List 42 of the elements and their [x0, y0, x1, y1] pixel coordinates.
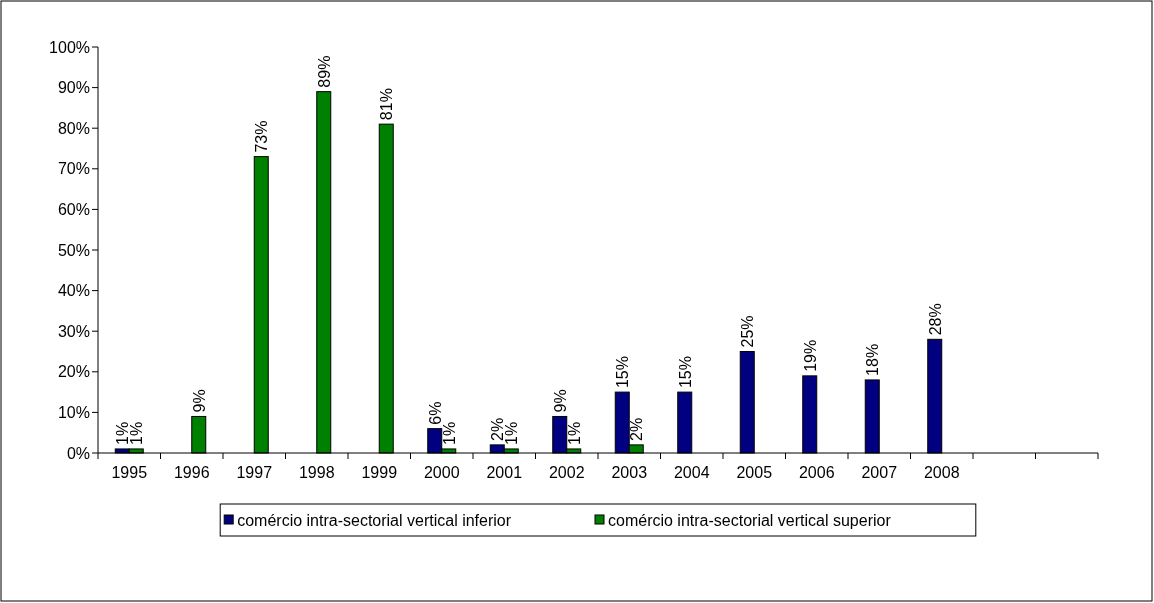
x-tick-label: 2008 [923, 464, 960, 481]
data-label: 9% [551, 389, 569, 413]
y-tick-label: 90% [57, 79, 90, 97]
x-tick-label: 2004 [673, 464, 710, 481]
x-tick-label: 2006 [798, 464, 835, 481]
data-label: 1% [565, 421, 583, 445]
data-label: 28% [926, 303, 944, 336]
data-label: 9% [190, 389, 208, 413]
x-tick-label: 2005 [736, 464, 773, 481]
x-tick-label: 2001 [486, 464, 523, 481]
y-tick-label: 40% [57, 282, 90, 300]
x-tick-label: 1998 [298, 464, 335, 481]
legend-label: comércio intra-sectorial vertical superior [608, 511, 892, 529]
data-label: 18% [864, 343, 882, 376]
x-tick-label: 1996 [173, 464, 210, 481]
data-label: 73% [253, 120, 271, 153]
legend-label: comércio intra-sectorial vertical inferior [237, 511, 512, 529]
y-tick-label: 60% [57, 201, 90, 218]
data-label: 2% [628, 417, 646, 441]
data-label: 15% [676, 356, 694, 389]
y-tick-label: 70% [57, 160, 90, 178]
y-tick-label: 20% [57, 363, 90, 381]
data-label: 19% [801, 339, 819, 372]
y-tick-label: 80% [57, 119, 90, 137]
data-label: 1% [128, 421, 146, 445]
data-label: 89% [315, 55, 333, 88]
x-tick-label: 2007 [861, 464, 898, 481]
data-label: 15% [614, 356, 632, 389]
x-tick-label: 1995 [111, 464, 148, 481]
x-tick-label: 2002 [548, 464, 585, 481]
data-label: 25% [739, 315, 757, 348]
x-tick-label: 1999 [361, 464, 398, 481]
y-tick-label: 100% [49, 38, 90, 56]
y-tick-label: 0% [66, 444, 90, 462]
x-tick-label: 2000 [423, 464, 460, 481]
x-tick-label: 1997 [236, 464, 273, 481]
y-tick-label: 10% [57, 404, 90, 421]
data-label: 81% [378, 88, 396, 121]
data-label: 1% [503, 421, 521, 445]
x-tick-label: 2003 [611, 464, 648, 481]
y-tick-label: 30% [57, 322, 90, 340]
y-tick-label: 50% [57, 241, 90, 259]
